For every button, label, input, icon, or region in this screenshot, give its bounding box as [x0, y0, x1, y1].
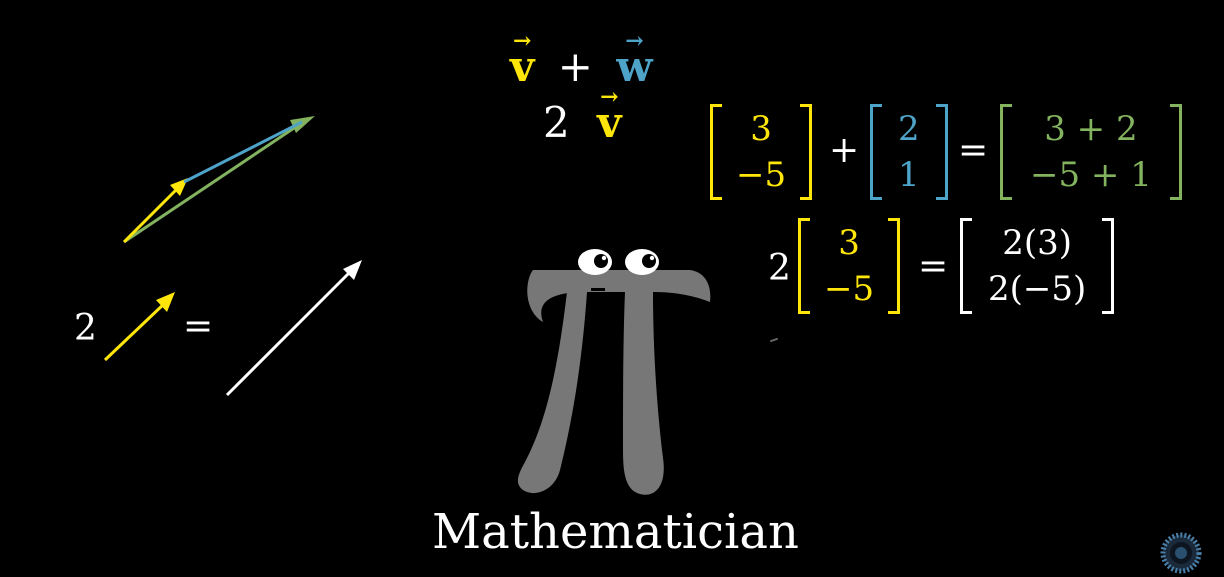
character-label: Mathematician	[432, 504, 799, 560]
arrow-accent-icon: →	[625, 28, 644, 54]
blue-w-arrow	[183, 120, 303, 184]
matrix-cell: −5	[824, 269, 875, 309]
stray-mark	[769, 337, 779, 343]
matrix-cell: −5 + 1	[1030, 155, 1152, 195]
yellow-small-arrow	[103, 300, 168, 362]
plus-sign: +	[557, 42, 593, 91]
spinning-logo-icon[interactable]	[1160, 532, 1202, 574]
matrix-cell: 2	[898, 109, 920, 149]
matrix-sum-result: 3 + 2 −5 + 1	[1000, 104, 1182, 200]
green-sum-arrowhead	[290, 116, 315, 133]
white-scaled-arrow	[225, 268, 354, 397]
scalar-expression: 2 → v	[543, 84, 622, 147]
scalar-two: 2	[768, 248, 791, 289]
vector-sum-expression: → v + → w	[510, 28, 653, 91]
pi-creature-icon	[517, 249, 711, 495]
yellow-v-arrowhead	[170, 178, 188, 196]
equals-sign: =	[918, 246, 949, 287]
matrix-cell: −5	[736, 155, 787, 195]
matrix-cell: 3	[838, 223, 860, 263]
green-sum-arrow	[123, 122, 301, 244]
arrow-accent-icon: →	[512, 28, 532, 54]
matrix-v: 3 −5	[710, 104, 813, 200]
left-equals-sign: =	[183, 306, 214, 347]
matrix-cell: 2(3)	[1002, 223, 1073, 263]
matrix-cell: 2(−5)	[988, 269, 1087, 309]
equals-sign: =	[958, 130, 989, 171]
yellow-v-arrow	[122, 184, 182, 244]
white-scaled-arrowhead	[343, 260, 362, 280]
vector-w: → w	[616, 28, 653, 91]
plus-sign: +	[829, 130, 860, 171]
scalar-two-label: 2	[74, 308, 97, 349]
matrix-v-scaled: 3 −5	[798, 218, 901, 314]
vector-v: → v	[510, 28, 535, 91]
vector-v: → v	[597, 84, 622, 147]
matrix-cell: 3 + 2	[1044, 109, 1138, 149]
scalar-two: 2	[543, 98, 570, 147]
matrix-scaled-result: 2(3) 2(−5)	[960, 218, 1115, 314]
yellow-small-arrowhead	[156, 292, 175, 312]
matrix-cell: 3	[750, 109, 772, 149]
vector-arrows-diagram	[103, 116, 362, 397]
matrix-cell: 1	[898, 155, 920, 195]
arrow-accent-icon: →	[600, 84, 619, 110]
